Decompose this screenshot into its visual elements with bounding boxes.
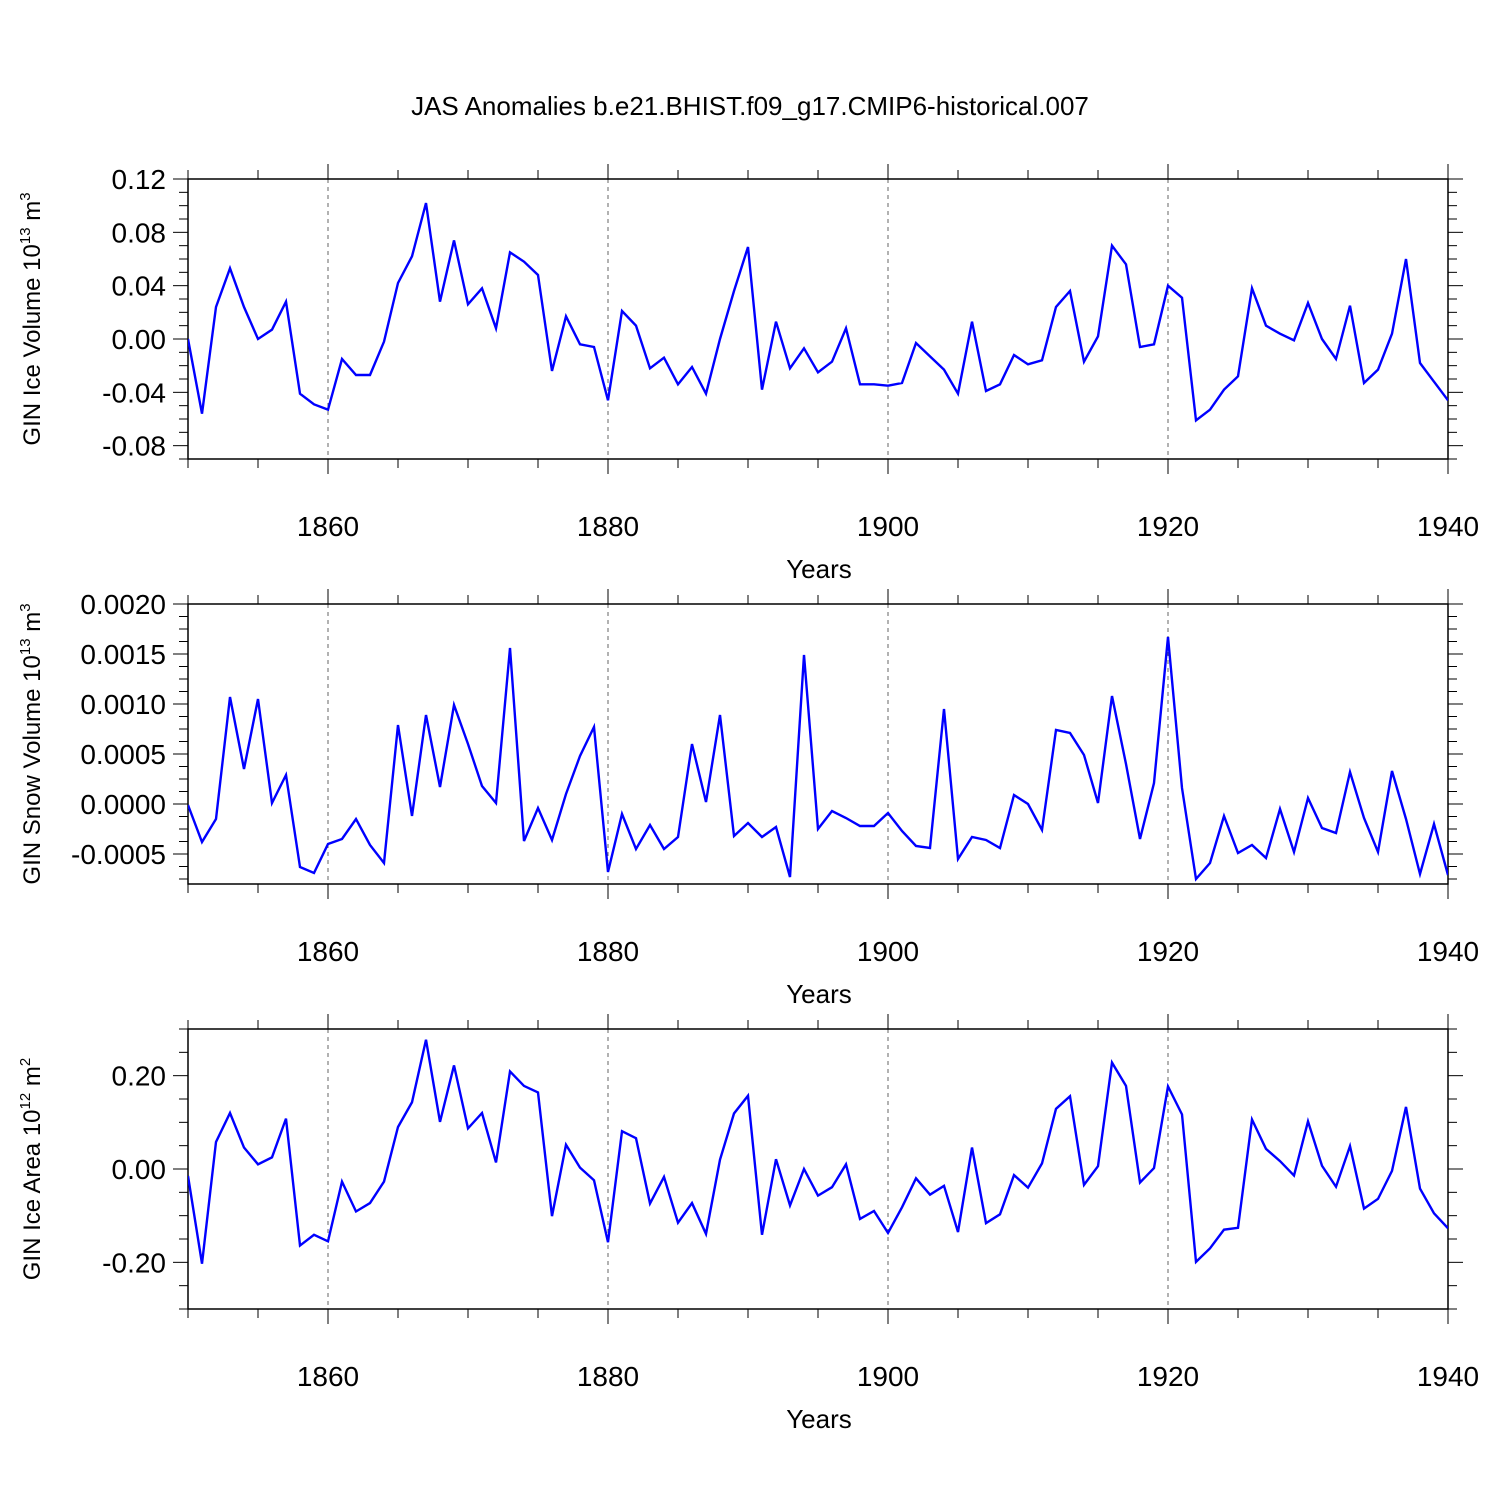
chart-title: JAS Anomalies b.e21.BHIST.f09_g17.CMIP6-… <box>411 91 1089 121</box>
panel-snow-volume: 0.0020 0.0015 0.0010 0.0005 0.0000 -0.0005 186… <box>17 589 1479 1009</box>
plot-frame <box>187 1028 1449 1310</box>
panel-ice-volume: 0.12 0.08 0.04 0.00 -0.04 -0.08 1860 1880 1900 19… <box>17 164 1479 584</box>
plot-frame <box>187 178 1449 460</box>
y-tick-label: -0.20 <box>102 1247 166 1278</box>
y-tick-label: 0.00 <box>112 1154 167 1185</box>
series-line-ice-volume <box>188 202 1448 423</box>
y-tick-label: 0.0010 <box>80 689 166 720</box>
x-tick-label: 1900 <box>857 936 919 967</box>
x-tick-label: 1920 <box>1137 936 1199 967</box>
y-tick-label: 0.20 <box>112 1061 167 1092</box>
x-axis-label: Years <box>786 1404 852 1434</box>
y-tick-label: 0.0005 <box>80 739 166 770</box>
y-tick-label: -0.0005 <box>71 839 166 870</box>
y-tick-label: 0.0000 <box>80 789 166 820</box>
x-tick-label: 1860 <box>297 936 359 967</box>
panels: 0.12 0.08 0.04 0.00 -0.04 -0.08 1860 1880 1900 19… <box>17 164 1479 1434</box>
x-tick-label: 1940 <box>1417 511 1479 542</box>
y-tick-label: 0.08 <box>112 217 167 248</box>
x-tick-label: 1940 <box>1417 1361 1479 1392</box>
x-tick-label: 1880 <box>577 936 639 967</box>
x-tick-label: 1880 <box>577 1361 639 1392</box>
x-tick-label: 1880 <box>577 511 639 542</box>
x-tick-label: 1900 <box>857 1361 919 1392</box>
y-tick-label: 0.04 <box>112 271 167 302</box>
series-line-snow-volume <box>188 636 1448 882</box>
y-tick-label: 0.12 <box>112 164 167 195</box>
x-tick-label: 1920 <box>1137 1361 1199 1392</box>
panel-ice-area: 0.20 0.00 -0.20 1860 1880 1900 1920 1940 Years GI… <box>17 1014 1479 1434</box>
x-axis-label: Years <box>786 979 852 1009</box>
x-tick-label: 1860 <box>297 511 359 542</box>
y-tick-label: -0.08 <box>102 431 166 462</box>
x-tick-label: 1860 <box>297 1361 359 1392</box>
y-axis-label: GIN Ice Volume 1013 m3 <box>17 192 46 445</box>
x-axis-label: Years <box>786 554 852 584</box>
y-tick-label: 0.00 <box>112 324 167 355</box>
x-tick-label: 1900 <box>857 511 919 542</box>
y-axis-label: GIN Ice Area 1012 m2 <box>17 1058 46 1280</box>
x-tick-label: 1940 <box>1417 936 1479 967</box>
y-tick-label: 0.0020 <box>80 589 166 620</box>
series-line-ice-area <box>188 1039 1448 1265</box>
plot-frame <box>187 603 1449 885</box>
x-tick-label: 1920 <box>1137 511 1199 542</box>
y-axis-label: GIN Snow Volume 1013 m3 <box>17 603 46 884</box>
y-tick-label: 0.0015 <box>80 639 166 670</box>
y-tick-label: -0.04 <box>102 377 166 408</box>
